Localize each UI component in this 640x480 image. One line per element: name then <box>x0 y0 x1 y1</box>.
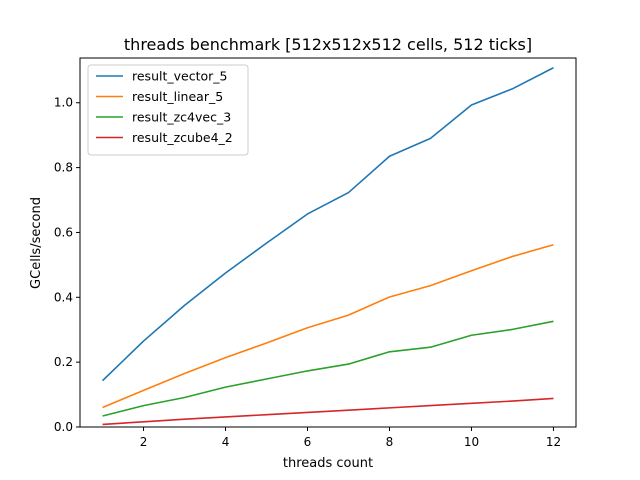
y-axis-label: GCells/second <box>29 197 44 289</box>
series-line-result_zc4vec_3 <box>102 320 554 417</box>
x-tick-label: 6 <box>304 435 312 449</box>
x-tick-label: 2 <box>140 435 148 449</box>
y-tick-label: 0.2 <box>54 355 73 369</box>
legend-label: result_zc4vec_3 <box>132 110 231 125</box>
y-tick-label: 0.0 <box>54 420 73 434</box>
axis-ticks: 2 4 6 8 10 12 0.0 0.2 0.4 0.6 0.8 1.0 <box>54 96 561 449</box>
x-axis-label: threads count <box>283 456 373 471</box>
legend-label: result_zcube4_2 <box>132 130 233 145</box>
legend-label: result_vector_5 <box>132 69 227 84</box>
series-line-result_vector_5 <box>101 67 554 382</box>
y-tick-label: 0.4 <box>54 290 73 304</box>
x-tick-label: 12 <box>546 435 561 449</box>
y-tick-label: 0.8 <box>54 161 73 175</box>
series-line-result_zcube4_2 <box>102 397 554 426</box>
chart-title: threads benchmark [512x512x512 cells, 51… <box>124 35 532 54</box>
axes-frame <box>79 57 577 428</box>
y-tick-label: 0.6 <box>54 225 73 239</box>
x-tick-label: 4 <box>222 435 230 449</box>
legend: result_vector_5 result_linear_5 result_zc4… <box>87 64 249 156</box>
legend-label: result_linear_5 <box>132 89 223 104</box>
x-tick-label: 10 <box>464 435 479 449</box>
plot-area <box>101 67 554 426</box>
y-tick-label: 1.0 <box>54 96 73 110</box>
legend-box <box>87 64 249 156</box>
x-tick-label: 8 <box>386 435 394 449</box>
series-line-result_linear_5 <box>102 244 554 409</box>
